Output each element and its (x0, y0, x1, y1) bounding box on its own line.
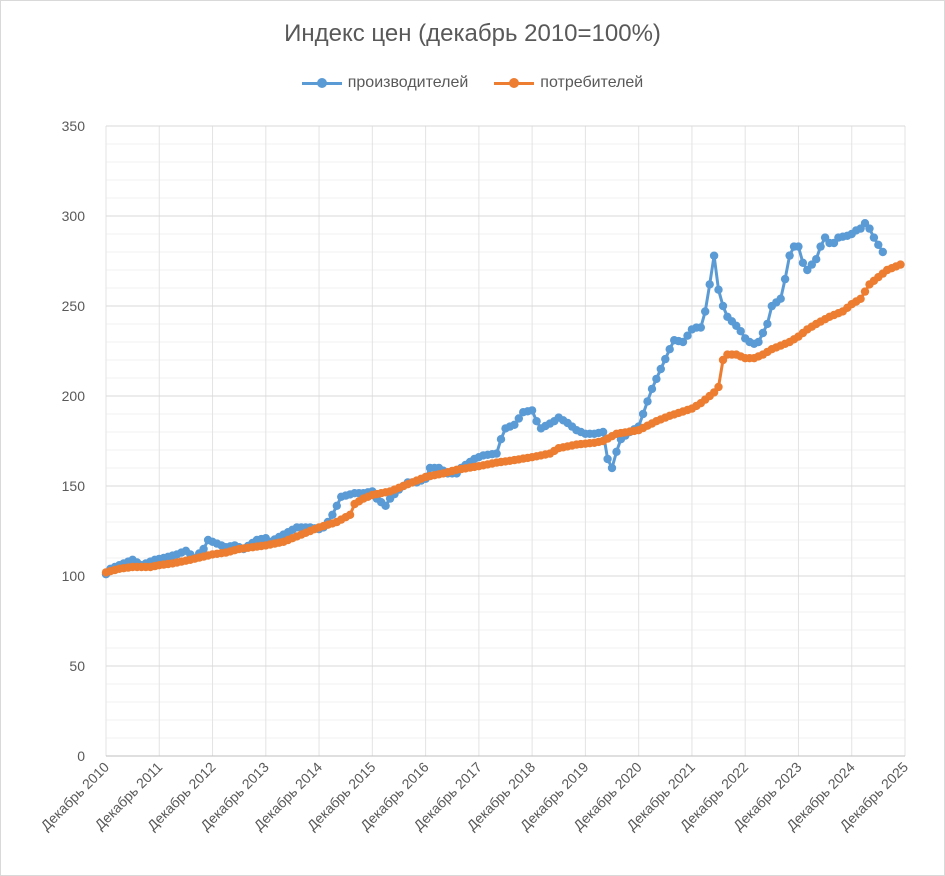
series-line-consumers (105, 263, 902, 574)
legend: производителей потребителей (0, 74, 945, 92)
data-point-producers (607, 463, 617, 473)
data-point-producers (865, 224, 874, 233)
data-point-producers (638, 409, 648, 419)
data-point-producers (678, 337, 688, 347)
legend-swatch-producers (301, 77, 342, 89)
chart-title: Индекс цен (декабрь 2010=100%) (284, 20, 661, 47)
legend-item-producers: производителей (301, 74, 469, 92)
data-point-producers (718, 301, 728, 311)
data-point-producers (492, 449, 501, 458)
data-point-producers (874, 240, 883, 249)
data-point-producers (527, 406, 537, 415)
data-point-producers (812, 255, 821, 264)
legend-swatch-consumers (494, 77, 535, 89)
data-point-producers (878, 247, 887, 257)
data-point-producers (381, 501, 390, 510)
data-point-producers (514, 414, 523, 423)
data-point-producers (816, 242, 825, 251)
y-tick-label: 0 (77, 748, 85, 764)
data-point-producers (714, 285, 723, 294)
data-point-producers (776, 294, 785, 303)
data-point-producers (656, 364, 665, 374)
legend-item-consumers: потребителей (494, 74, 643, 92)
y-tick-label: 50 (69, 658, 85, 674)
data-point-consumers (714, 382, 723, 392)
y-tick-label: 200 (62, 388, 86, 404)
data-point-producers (665, 345, 674, 354)
y-tick-label: 350 (62, 118, 86, 134)
data-point-producers (780, 274, 790, 284)
data-point-producers (496, 435, 506, 444)
y-tick-label: 250 (62, 298, 86, 314)
data-point-producers (328, 510, 337, 519)
data-point-producers (754, 337, 763, 347)
data-point-producers (696, 323, 705, 332)
data-point-consumers (856, 294, 865, 303)
data-point-producers (736, 327, 745, 336)
data-point-producers (758, 328, 768, 338)
legend-label-consumers: потребителей (540, 74, 644, 91)
y-tick-label: 300 (62, 208, 86, 224)
data-point-producers (643, 397, 652, 406)
y-tick-label: 100 (62, 568, 86, 584)
data-point-consumers (896, 260, 905, 269)
data-point-producers (532, 417, 541, 426)
legend-label-producers: производителей (347, 74, 469, 91)
data-point-producers (647, 384, 657, 394)
data-point-producers (683, 331, 692, 340)
data-point-consumers (345, 510, 355, 519)
data-point-producers (598, 427, 608, 437)
data-point-producers (603, 454, 612, 464)
data-point-producers (612, 447, 621, 456)
data-point-producers (510, 420, 519, 429)
data-point-producers (705, 280, 714, 289)
data-point-producers (869, 233, 879, 242)
data-point-producers (701, 307, 710, 316)
data-point-consumers (860, 287, 870, 296)
data-point-producers (652, 374, 661, 384)
y-tick-label: 150 (62, 478, 86, 494)
data-point-producers (785, 251, 794, 260)
data-point-producers (709, 251, 719, 260)
data-point-producers (798, 258, 808, 267)
data-point-producers (332, 501, 341, 510)
data-point-producers (661, 354, 670, 364)
data-point-producers (763, 319, 772, 329)
data-point-producers (794, 242, 803, 251)
data-point-producers (199, 544, 208, 554)
